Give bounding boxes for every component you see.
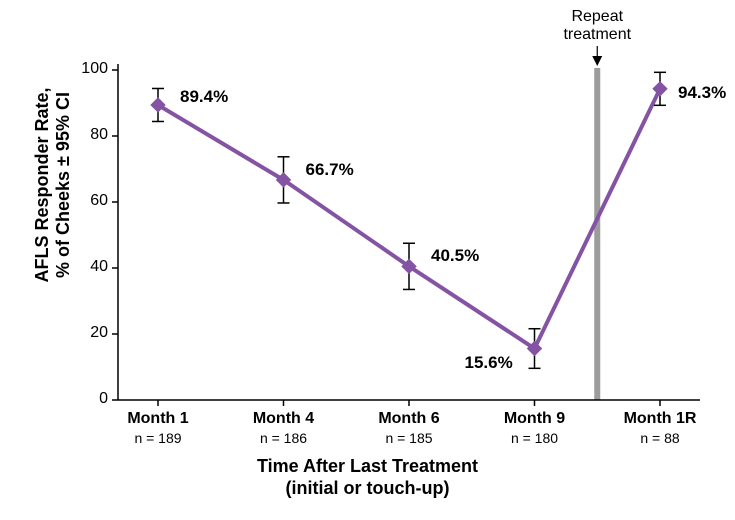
y-axis-label-line: AFLS Responder Rate, [32, 0, 53, 370]
x-category-label: Month 1 [103, 410, 213, 428]
x-category-n: n = 186 [229, 430, 339, 446]
data-point-label: 15.6% [465, 353, 513, 373]
chart-container: AFLS Responder Rate,% of Cheeks ± 95% CI… [0, 0, 735, 520]
x-category-n: n = 185 [354, 430, 464, 446]
x-axis-label-line2: (initial or touch-up) [0, 478, 735, 499]
y-axis-label-line: % of Cheeks ± 95% CI [53, 0, 74, 370]
repeat-annotation-line: Repeat [547, 8, 647, 26]
y-tick-label: 40 [72, 258, 108, 276]
x-category-label: Month 6 [354, 410, 464, 428]
data-point-label: 66.7% [306, 160, 354, 180]
data-point-label: 40.5% [431, 246, 479, 266]
y-tick-label: 80 [72, 126, 108, 144]
x-category-label: Month 4 [229, 410, 339, 428]
x-category-label: Month 1R [605, 410, 715, 428]
x-category-n: n = 189 [103, 430, 213, 446]
data-point-label: 89.4% [180, 87, 228, 107]
x-category-n: n = 180 [480, 430, 590, 446]
data-point-label: 94.3% [678, 83, 726, 103]
y-tick-label: 20 [72, 324, 108, 342]
x-axis-label-line1: Time After Last Treatment [0, 456, 735, 477]
y-tick-label: 60 [72, 192, 108, 210]
y-tick-label: 100 [72, 60, 108, 78]
y-tick-label: 0 [72, 390, 108, 408]
x-category-label: Month 9 [480, 410, 590, 428]
y-axis-label: AFLS Responder Rate,% of Cheeks ± 95% CI [32, 0, 74, 370]
x-category-n: n = 88 [605, 430, 715, 446]
repeat-treatment-annotation: Repeattreatment [547, 8, 647, 43]
repeat-annotation-line: treatment [547, 26, 647, 44]
